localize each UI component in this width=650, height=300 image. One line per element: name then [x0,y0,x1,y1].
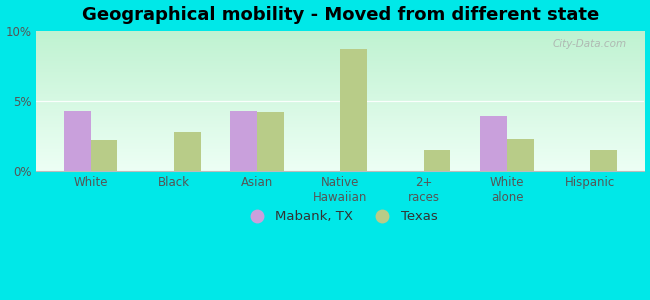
Bar [424,150,450,171]
Bar [257,112,284,171]
Text: City-Data.com: City-Data.com [552,39,626,49]
Legend: Mabank, TX, Texas: Mabank, TX, Texas [238,205,443,229]
Bar [64,110,90,171]
Bar [480,116,507,171]
Bar [90,140,117,171]
Bar [231,110,257,171]
Bar [341,49,367,171]
Bar [174,131,200,171]
Bar [507,139,534,171]
Bar [590,150,617,171]
Title: Geographical mobility - Moved from different state: Geographical mobility - Moved from diffe… [82,6,599,24]
